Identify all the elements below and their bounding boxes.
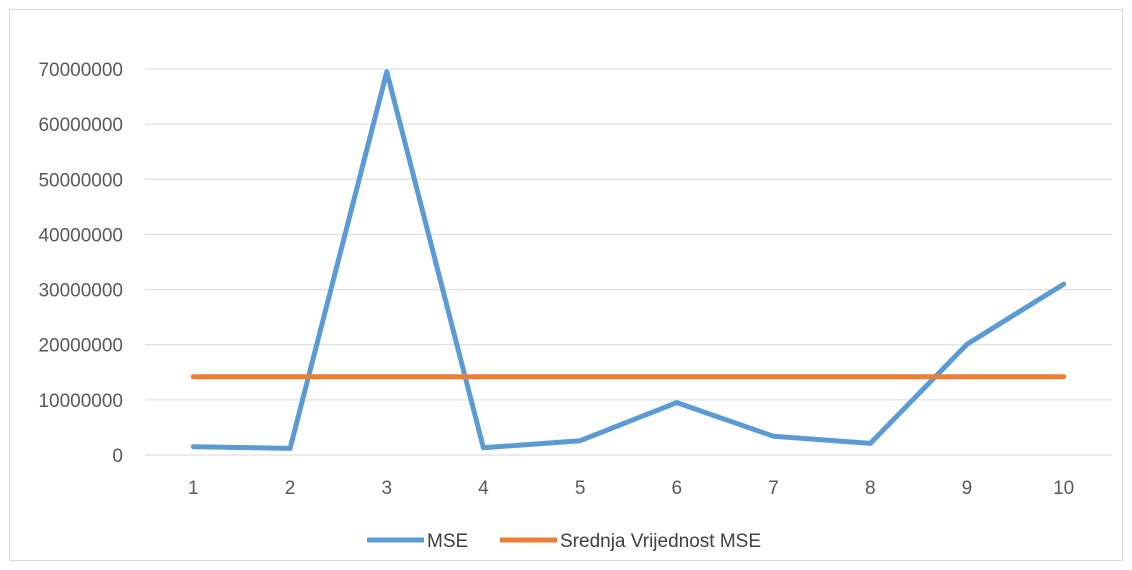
y-tick-label: 70000000	[38, 60, 123, 81]
x-tick-label: 7	[768, 478, 779, 499]
y-tick-label: 30000000	[38, 281, 123, 302]
x-tick-label: 3	[381, 478, 392, 499]
x-tick-label: 5	[575, 478, 586, 499]
x-tick-label: 1	[188, 478, 199, 499]
chart-frame	[9, 9, 1123, 561]
y-tick-label: 20000000	[38, 336, 123, 357]
x-tick-label: 8	[865, 478, 876, 499]
x-tick-label: 2	[285, 478, 296, 499]
legend: MSE Srednja Vrijednost MSE	[367, 531, 761, 552]
y-tick-label: 60000000	[38, 115, 123, 136]
x-tick-label: 6	[672, 478, 683, 499]
x-tick-label: 10	[1053, 478, 1074, 499]
series-line-mse	[190, 69, 1067, 451]
x-tick-label: 4	[478, 478, 489, 499]
y-tick-label: 10000000	[38, 391, 123, 412]
legend-label-mse: MSE	[427, 531, 468, 552]
gridlines	[145, 68, 1112, 456]
legend-label-mean-mse: Srednja Vrijednost MSE	[560, 531, 761, 552]
y-axis-ticks: 0 10000000 20000000 30000000 40000000 5000000…	[38, 60, 123, 467]
y-tick-label: 50000000	[38, 170, 123, 191]
y-tick-label: 40000000	[38, 225, 123, 246]
y-tick-label: 0	[112, 446, 123, 467]
x-axis-ticks: 1 2 3 4 5 6 7 8 9 10	[188, 478, 1074, 499]
x-tick-label: 9	[962, 478, 973, 499]
series-lines	[190, 69, 1067, 451]
